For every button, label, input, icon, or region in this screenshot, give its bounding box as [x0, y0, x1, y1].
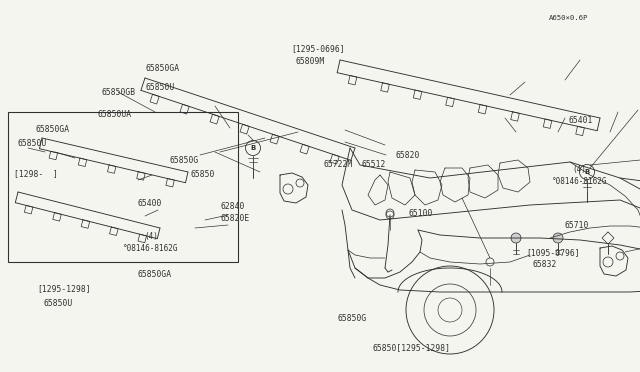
Text: 65850G: 65850G [337, 314, 367, 323]
Circle shape [553, 233, 563, 243]
Text: 65512: 65512 [362, 160, 386, 169]
Text: °08146-8162G: °08146-8162G [123, 244, 179, 253]
Text: 65850: 65850 [191, 170, 215, 179]
Text: (4): (4) [573, 165, 587, 174]
Text: 65850GB: 65850GB [101, 88, 135, 97]
Text: 65850[1295-1298]: 65850[1295-1298] [372, 343, 451, 352]
Text: 62840: 62840 [221, 202, 245, 211]
Text: 65850U: 65850U [44, 299, 73, 308]
Text: 65809M: 65809M [296, 57, 325, 66]
Text: 65850UA: 65850UA [97, 110, 131, 119]
Text: 65820E: 65820E [221, 214, 250, 223]
Text: B: B [250, 145, 255, 151]
Text: [1298-  ]: [1298- ] [14, 170, 58, 179]
Text: 65401: 65401 [568, 116, 593, 125]
Text: 65850U: 65850U [18, 139, 47, 148]
Text: 65722M: 65722M [323, 160, 353, 169]
Text: B: B [584, 169, 589, 175]
Text: °08146-8162G: °08146-8162G [552, 177, 607, 186]
Text: 65850GA: 65850GA [138, 270, 172, 279]
Text: 65832: 65832 [532, 260, 557, 269]
Text: 65400: 65400 [138, 199, 162, 208]
Circle shape [511, 233, 521, 243]
Text: A650×0.6P: A650×0.6P [549, 15, 589, 21]
Text: [1095-0796]: [1095-0796] [526, 248, 580, 257]
Text: 65710: 65710 [564, 221, 589, 230]
Text: [1295-0696]: [1295-0696] [291, 45, 345, 54]
Text: 65850GA: 65850GA [35, 125, 69, 134]
Bar [8, 112, 238, 262]
Text: [1295-1298]: [1295-1298] [37, 284, 91, 293]
Text: (4): (4) [144, 232, 158, 241]
Text: 65850G: 65850G [170, 156, 199, 165]
Text: 65850U: 65850U [146, 83, 175, 92]
Text: 65850GA: 65850GA [146, 64, 180, 73]
Text: 65820: 65820 [396, 151, 420, 160]
Text: 65100: 65100 [408, 209, 433, 218]
